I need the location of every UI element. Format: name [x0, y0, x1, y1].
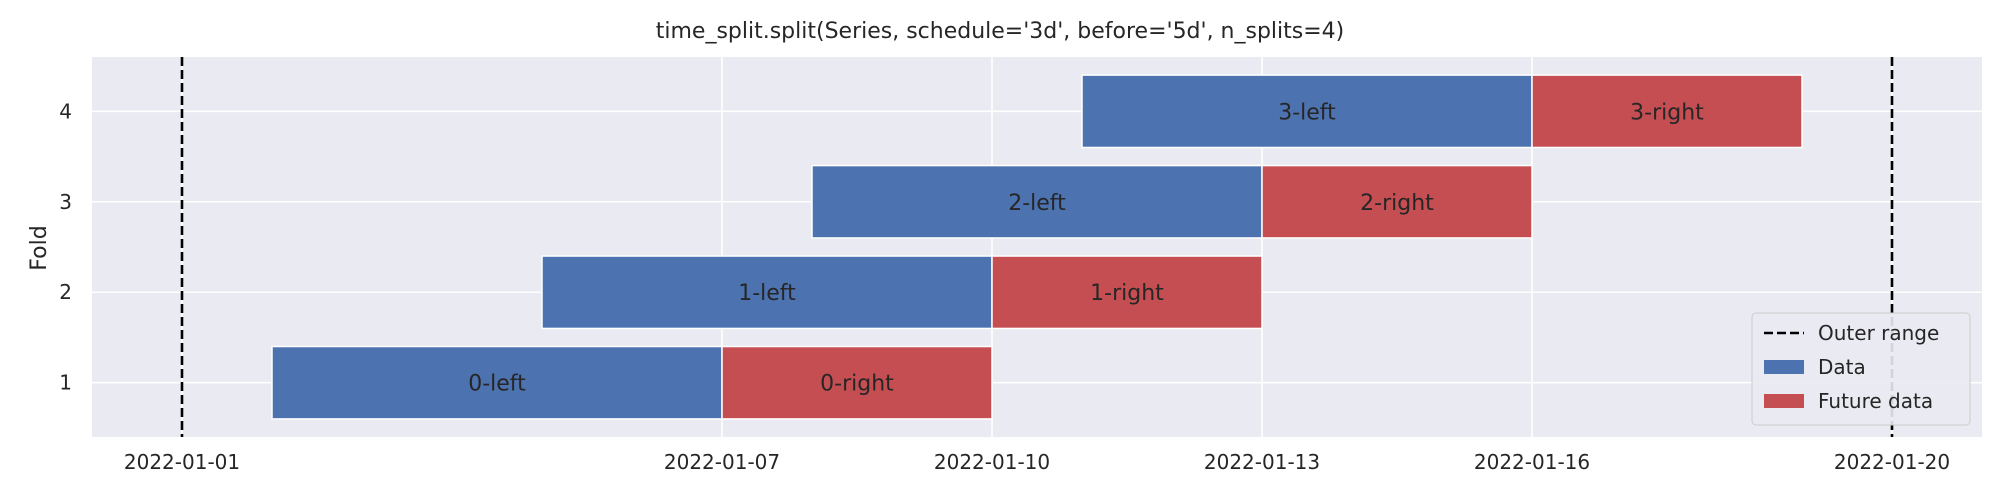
x-tick-label: 2022-01-10 [934, 450, 1050, 474]
chart-title: time_split.split(Series, schedule='3d', … [656, 19, 1345, 44]
future-data-bar [1531, 74, 1803, 149]
bar-label: 2-left [1008, 191, 1066, 216]
x-tick-label: 2022-01-20 [1834, 450, 1950, 474]
y-tick-label: 2 [59, 280, 72, 304]
bar-label: 1-right [1090, 281, 1164, 306]
bar-label: 3-left [1278, 100, 1336, 125]
future-data-bar [1261, 164, 1533, 239]
future-data-bar [991, 255, 1263, 330]
data-bar [1081, 74, 1533, 149]
legend-label: Outer range [1818, 321, 1939, 345]
y-tick-labels: 1 2 3 4 [59, 99, 72, 394]
y-tick-label: 3 [59, 190, 72, 214]
bar-label: 0-right [820, 372, 894, 397]
y-tick-label: 1 [59, 371, 72, 395]
legend-swatch-patch [1764, 360, 1804, 374]
bar-label: 2-right [1360, 191, 1434, 216]
legend-box [1751, 312, 1971, 426]
data-bar [271, 345, 723, 420]
legend: Outer range Data Future data [1751, 312, 1971, 426]
legend-label: Data [1818, 355, 1866, 379]
x-tick-label: 2022-01-07 [664, 450, 780, 474]
x-tick-labels: 2022-01-01 2022-01-07 2022-01-10 2022-01-13… [124, 450, 1950, 474]
bars: 0-left 0-right 1-left 1-right 2-left 2-right 3… [271, 74, 1803, 420]
x-tick-label: 2022-01-16 [1474, 450, 1590, 474]
y-tick-label: 4 [59, 99, 72, 123]
legend-swatch-patch [1764, 394, 1804, 408]
bar-label: 0-left [468, 372, 526, 397]
bar-label: 1-left [738, 281, 796, 306]
data-bar [541, 255, 993, 330]
legend-label: Future data [1818, 389, 1933, 413]
y-axis-label: Fold [27, 225, 52, 270]
bar-label: 3-right [1630, 100, 1704, 125]
future-data-bar [721, 345, 993, 420]
x-tick-label: 2022-01-13 [1204, 450, 1320, 474]
x-tick-label: 2022-01-01 [124, 450, 240, 474]
